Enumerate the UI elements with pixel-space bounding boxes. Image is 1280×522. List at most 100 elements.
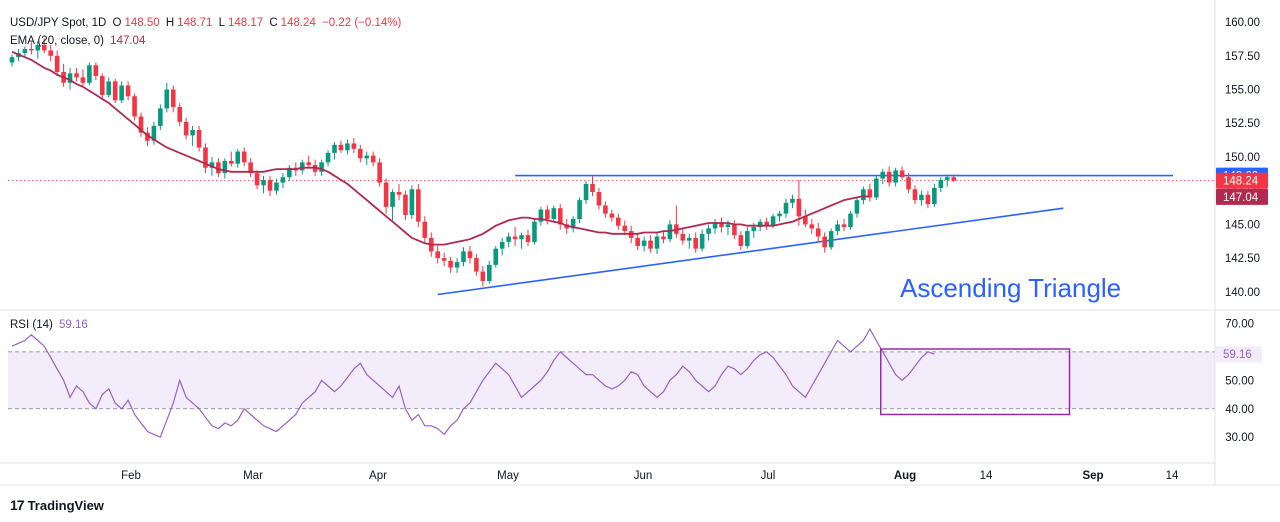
candle xyxy=(203,143,208,174)
candle-body xyxy=(693,237,698,249)
candle-body xyxy=(596,192,602,206)
candle xyxy=(183,117,189,140)
candle xyxy=(590,175,595,197)
candle xyxy=(480,266,486,287)
price-pane[interactable] xyxy=(8,38,1215,296)
price-tick-label: 160.00 xyxy=(1225,17,1260,29)
candle-body xyxy=(822,236,827,248)
candle-body xyxy=(422,221,428,238)
candle-body xyxy=(332,144,337,153)
candle-body xyxy=(732,224,737,236)
candle xyxy=(867,183,873,202)
candle-body xyxy=(654,236,660,249)
candle xyxy=(712,218,718,234)
candle-body xyxy=(177,107,182,122)
candle-body xyxy=(467,251,473,259)
high-label: H xyxy=(165,17,175,29)
candle xyxy=(364,151,370,166)
candle-body xyxy=(151,125,157,141)
candle xyxy=(609,209,615,222)
candle-body xyxy=(783,202,789,214)
candle xyxy=(461,247,466,267)
candle xyxy=(106,77,112,98)
candle xyxy=(699,229,705,252)
candle xyxy=(654,232,660,255)
candle xyxy=(512,227,518,246)
rsi-label: RSI (14) xyxy=(10,319,53,331)
candle xyxy=(706,224,711,241)
candle-body xyxy=(635,237,640,246)
candle-body xyxy=(751,227,757,232)
open-label: O xyxy=(112,17,122,29)
candle xyxy=(493,245,499,268)
candle xyxy=(603,201,608,218)
candle xyxy=(196,125,202,152)
candle xyxy=(932,183,937,207)
candle-body xyxy=(525,235,531,242)
candle-body xyxy=(590,183,595,193)
candle xyxy=(674,205,679,238)
candle xyxy=(248,158,253,178)
candle xyxy=(409,185,415,219)
candle-body xyxy=(577,200,582,219)
candle-body xyxy=(299,162,305,171)
time-tick-label: Sep xyxy=(1082,470,1103,482)
candle xyxy=(377,158,382,187)
candle xyxy=(216,158,221,178)
candle-body xyxy=(719,223,724,228)
ema-legend: EMA (20, close, 0) 147.04 xyxy=(10,35,148,47)
candle-body xyxy=(93,65,99,77)
candle xyxy=(686,233,692,249)
time-tick-label: 14 xyxy=(980,470,993,482)
candle-body xyxy=(944,177,950,180)
close-label: C xyxy=(269,17,278,29)
candle xyxy=(100,73,105,99)
candle-body xyxy=(409,189,415,215)
time-tick-label: Feb xyxy=(121,470,141,482)
candle xyxy=(764,217,769,230)
candle-body xyxy=(358,148,363,159)
candle xyxy=(454,258,460,273)
candle xyxy=(745,227,750,249)
candle xyxy=(648,235,653,253)
candle xyxy=(29,42,34,55)
candle xyxy=(738,231,744,251)
candle xyxy=(254,170,260,190)
candle-body xyxy=(538,209,544,222)
candle-body xyxy=(396,192,402,195)
candle-body xyxy=(35,45,41,51)
candle xyxy=(235,148,241,168)
candle xyxy=(938,177,944,193)
candle xyxy=(693,232,698,253)
candle xyxy=(170,85,176,113)
candle-body xyxy=(641,240,647,246)
candle xyxy=(345,139,350,155)
trendline-support xyxy=(437,207,1064,296)
candle-body xyxy=(770,216,776,226)
candle-body xyxy=(764,221,769,226)
candle xyxy=(519,232,524,249)
candle-body xyxy=(280,177,286,183)
candle-body xyxy=(835,224,840,232)
price-axis-label: 147.04 xyxy=(1216,188,1268,205)
time-tick-label: Jun xyxy=(634,470,653,482)
candle xyxy=(899,166,905,180)
candle xyxy=(570,216,576,233)
candle-body xyxy=(622,225,628,232)
candle xyxy=(499,237,505,256)
candle xyxy=(319,159,324,176)
candle xyxy=(448,256,453,273)
candle-body xyxy=(106,81,112,95)
candle xyxy=(383,178,389,214)
time-tick-label: May xyxy=(497,470,519,482)
rsi-pane[interactable] xyxy=(8,327,1215,439)
price-axis-label-bg xyxy=(1216,188,1268,205)
price-axis-label-text: 147.04 xyxy=(1223,192,1259,204)
candle-body xyxy=(229,161,234,164)
candle xyxy=(67,67,73,90)
candle xyxy=(390,189,395,221)
price-tick-label: 157.50 xyxy=(1225,51,1260,63)
candle-body xyxy=(222,161,228,174)
candle xyxy=(616,213,621,230)
